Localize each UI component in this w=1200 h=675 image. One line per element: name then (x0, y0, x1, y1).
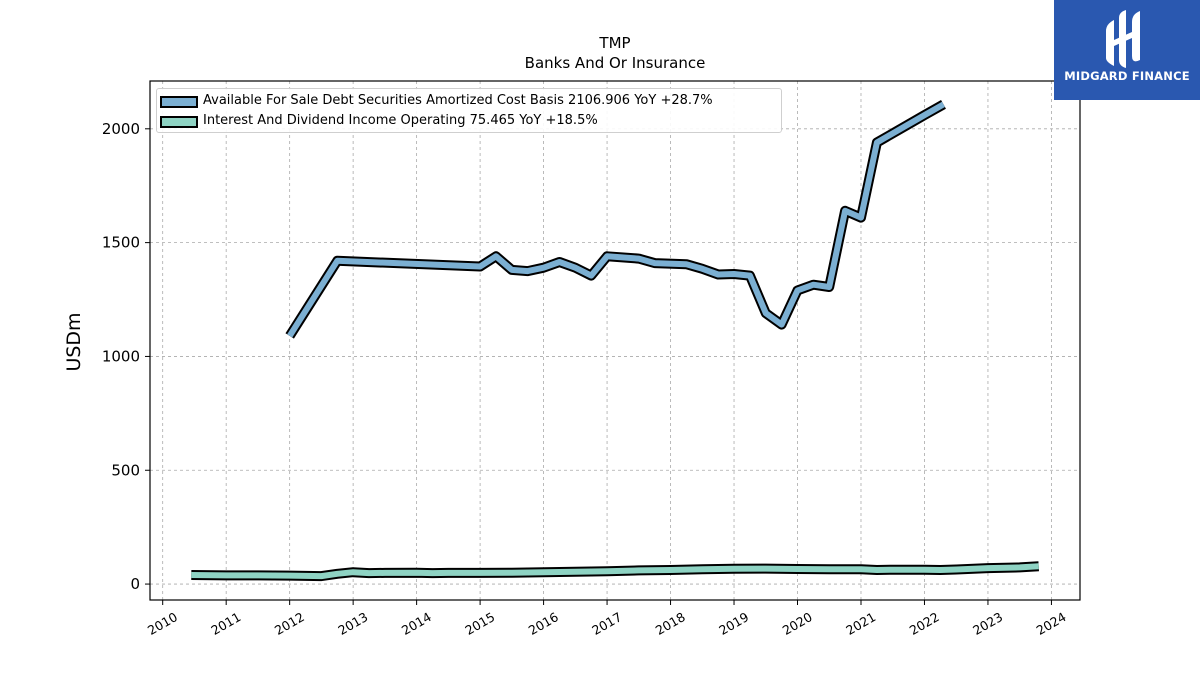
x-tick-label: 2019 (716, 609, 751, 638)
series-line-1 (191, 563, 1039, 580)
logo-text: MIDGARD FINANCE (1064, 69, 1190, 83)
x-tick-label: 2020 (780, 609, 815, 638)
chart-title: TMP (598, 34, 630, 52)
x-tick-label: 2016 (526, 609, 561, 638)
series-group (191, 100, 1039, 582)
y-tick-label: 0 (130, 575, 140, 593)
x-tick-label: 2023 (970, 609, 1005, 638)
x-tick-label: 2014 (399, 609, 434, 638)
x-tick-label: 2022 (907, 609, 942, 638)
x-tick-label: 2021 (843, 609, 878, 638)
y-tick-label: 500 (111, 461, 140, 479)
legend-item-interest: Interest And Dividend Income Operating 7… (157, 112, 777, 132)
y-tick-label: 2000 (102, 120, 140, 138)
grid (150, 81, 1080, 600)
x-tick-label: 2015 (462, 609, 497, 638)
x-tick-label: 2010 (145, 609, 180, 638)
legend-swatch-securities (160, 96, 198, 108)
logo: MIDGARD FINANCE (1054, 0, 1200, 100)
legend-label-securities: Available For Sale Debt Securities Amort… (203, 93, 713, 108)
x-tick-label: 2013 (335, 609, 370, 638)
legend: Available For Sale Debt Securities Amort… (156, 88, 782, 133)
x-tick-label: 2011 (208, 609, 243, 638)
legend-item-securities: Available For Sale Debt Securities Amort… (157, 92, 777, 112)
x-tick-label: 2017 (589, 609, 624, 638)
ticks: 0 500 1000 1500 2000 2010 2011 2012 2013 2014 2015… (102, 120, 1069, 638)
y-tick-label: 1000 (102, 347, 140, 365)
x-tick-label: 2018 (653, 609, 688, 638)
y-tick-label: 1500 (102, 234, 140, 252)
y-axis-label: USDm (63, 312, 85, 371)
logo-mark-icon (1106, 10, 1140, 68)
series-line-0 (287, 101, 945, 338)
x-tick-label: 2012 (272, 609, 307, 638)
legend-label-interest: Interest And Dividend Income Operating 7… (203, 113, 598, 128)
chart-subtitle: Banks And Or Insurance (525, 54, 706, 72)
plot-frame (149, 80, 1081, 601)
legend-swatch-interest (160, 116, 198, 128)
x-tick-label: 2024 (1034, 609, 1069, 638)
